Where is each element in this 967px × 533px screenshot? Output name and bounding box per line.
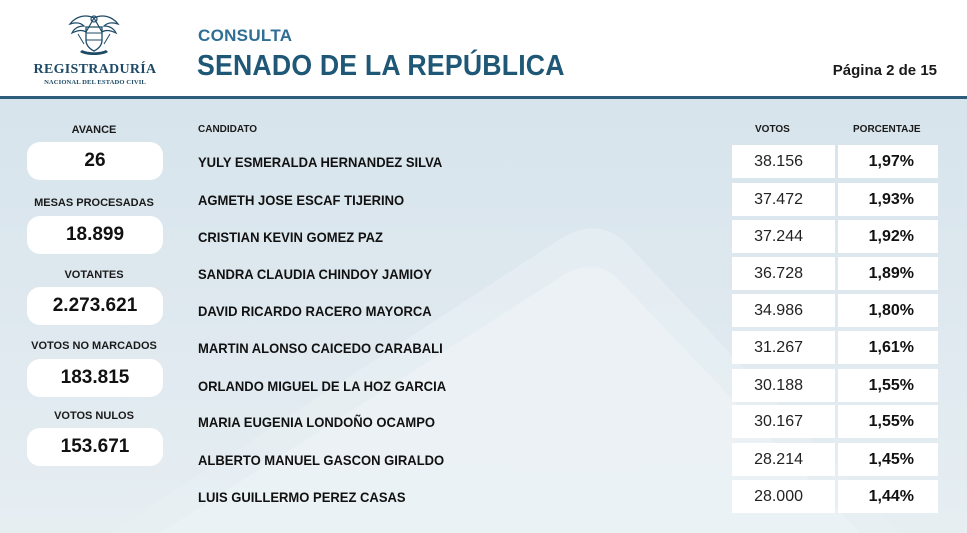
candidate-percent: 1,89% xyxy=(838,257,938,290)
candidate-votes: 30.188 xyxy=(732,369,835,402)
column-header-candidato: CANDIDATO xyxy=(198,124,258,135)
candidate-percent: 1,44% xyxy=(838,480,938,513)
candidate-percent: 1,61% xyxy=(838,331,938,364)
registraduria-logo: REGISTRADURÍA NACIONAL DEL ESTADO CIVIL xyxy=(30,12,160,88)
candidate-name: CRISTIAN KEVIN GOMEZ PAZ xyxy=(198,228,383,245)
candidate-votes: 34.986 xyxy=(732,294,835,327)
stat-value-votos-nulos: 153.671 xyxy=(27,428,163,466)
candidate-name: MARIA EUGENIA LONDOÑO OCAMPO xyxy=(198,413,436,430)
stat-label-mesas-procesadas: MESAS PROCESADAS xyxy=(34,197,154,209)
candidate-percent: 1,55% xyxy=(838,405,938,438)
page-indicator: Página 2 de 15 xyxy=(832,62,937,79)
table-row: ORLANDO MIGUEL DE LA HOZ GARCIA 30.188 1… xyxy=(193,369,938,402)
candidate-name: YULY ESMERALDA HERNANDEZ SILVA xyxy=(198,153,443,170)
stat-value-mesas-procesadas: 18.899 xyxy=(27,216,163,254)
table-row: LUIS GUILLERMO PEREZ CASAS 28.000 1,44% xyxy=(193,480,938,513)
candidate-name: MARTIN ALONSO CAICEDO CARABALI xyxy=(198,339,443,356)
candidate-percent: 1,92% xyxy=(838,220,938,253)
candidate-percent: 1,97% xyxy=(838,145,938,178)
table-row: ALBERTO MANUEL GASCON GIRALDO 28.214 1,4… xyxy=(193,443,938,476)
candidate-percent: 1,80% xyxy=(838,294,938,327)
candidate-votes: 31.267 xyxy=(732,331,835,364)
candidate-percent: 1,93% xyxy=(838,183,938,216)
candidate-votes: 28.000 xyxy=(732,480,835,513)
background-triangle-decoration xyxy=(110,228,900,533)
stat-label-votantes: VOTANTES xyxy=(64,269,124,281)
candidate-name: ALBERTO MANUEL GASCON GIRALDO xyxy=(198,451,445,468)
candidate-votes: 37.244 xyxy=(732,220,835,253)
candidate-votes: 38.156 xyxy=(732,145,835,178)
stat-value-votantes: 2.273.621 xyxy=(27,287,163,325)
candidate-name: AGMETH JOSE ESCAF TIJERINO xyxy=(198,191,405,208)
page-header: REGISTRADURÍA NACIONAL DEL ESTADO CIVIL … xyxy=(0,0,967,99)
coat-of-arms-icon xyxy=(68,15,120,55)
candidate-percent: 1,45% xyxy=(838,443,938,476)
column-header-porcentaje: PORCENTAJE xyxy=(853,124,921,135)
table-row: MARIA EUGENIA LONDOÑO OCAMPO 30.167 1,55… xyxy=(193,405,938,438)
stat-value-votos-no-marcados: 183.815 xyxy=(27,359,163,397)
page-title: SENADO DE LA REPÚBLICA xyxy=(197,50,565,82)
candidate-votes: 30.167 xyxy=(732,405,835,438)
page-eyebrow: CONSULTA xyxy=(198,26,293,45)
candidate-name: DAVID RICARDO RACERO MAYORCA xyxy=(198,302,432,319)
logo-subtitle: NACIONAL DEL ESTADO CIVIL xyxy=(44,79,146,86)
table-row: MARTIN ALONSO CAICEDO CARABALI 31.267 1,… xyxy=(193,331,938,364)
table-row: DAVID RICARDO RACERO MAYORCA 34.986 1,80… xyxy=(193,294,938,327)
candidate-votes: 36.728 xyxy=(732,257,835,290)
table-row: CRISTIAN KEVIN GOMEZ PAZ 37.244 1,92% xyxy=(193,220,938,253)
stat-label-votos-nulos: VOTOS NULOS xyxy=(54,410,134,422)
candidate-name: ORLANDO MIGUEL DE LA HOZ GARCIA xyxy=(198,377,447,394)
candidate-votes: 28.214 xyxy=(732,443,835,476)
candidate-votes: 37.472 xyxy=(732,183,835,216)
table-row: SANDRA CLAUDIA CHINDOY JAMIOY 36.728 1,8… xyxy=(193,257,938,290)
candidate-name: SANDRA CLAUDIA CHINDOY JAMIOY xyxy=(198,265,432,282)
stat-label-avance: AVANCE xyxy=(71,124,117,136)
table-row: YULY ESMERALDA HERNANDEZ SILVA 38.156 1,… xyxy=(193,145,938,178)
stat-value-avance: 26 xyxy=(27,142,163,180)
column-header-votos: VOTOS xyxy=(755,124,790,135)
candidate-name: LUIS GUILLERMO PEREZ CASAS xyxy=(198,488,406,505)
logo-name: REGISTRADURÍA xyxy=(33,62,157,77)
stat-label-votos-no-marcados: VOTOS NO MARCADOS xyxy=(31,340,157,352)
candidate-percent: 1,55% xyxy=(838,369,938,402)
table-row: AGMETH JOSE ESCAF TIJERINO 37.472 1,93% xyxy=(193,183,938,216)
